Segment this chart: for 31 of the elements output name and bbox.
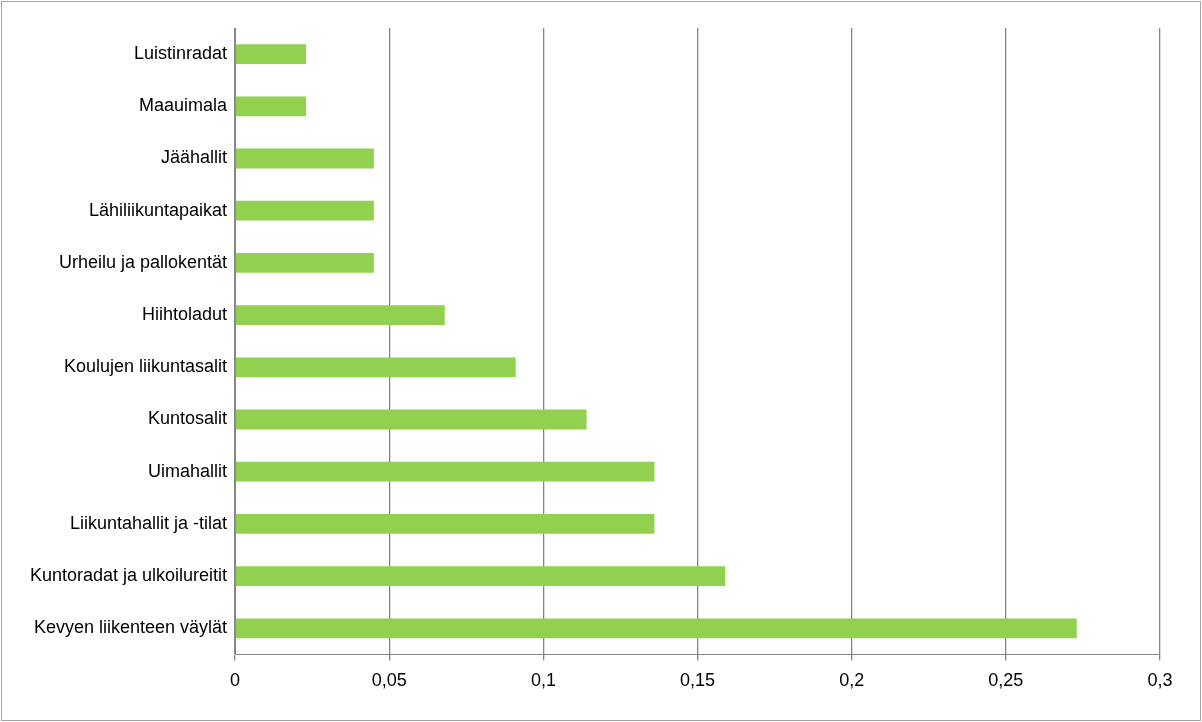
bar xyxy=(235,357,516,378)
x-tick-label: 0 xyxy=(230,670,241,691)
x-tick-label: 0,25 xyxy=(988,670,1024,691)
bar xyxy=(235,148,374,169)
y-tick-label: Kevyen liikenteen väylät xyxy=(33,617,228,638)
bar xyxy=(235,409,587,430)
bar xyxy=(235,566,726,587)
y-tick-label: Hiihtoladut xyxy=(142,304,228,325)
y-tick-label: Kuntosalit xyxy=(148,408,228,429)
x-tick-label: 0,15 xyxy=(680,670,716,691)
bar xyxy=(235,461,655,482)
x-tick-label: 0,2 xyxy=(839,670,865,691)
bar xyxy=(235,305,445,326)
y-tick-label: Uimahallit xyxy=(148,460,228,481)
y-tick-label: Lähiliikuntapaikat xyxy=(89,199,228,220)
y-tick-label: Urheilu ja pallokentät xyxy=(59,251,228,272)
bar xyxy=(235,96,307,117)
bar xyxy=(235,618,1077,639)
bar xyxy=(235,252,374,273)
x-tick-label: 0,1 xyxy=(530,670,556,691)
x-tick-label: 0,05 xyxy=(371,670,407,691)
y-tick-label: Luistinradat xyxy=(134,43,228,64)
bar xyxy=(235,44,307,65)
bar xyxy=(235,513,655,534)
y-tick-label: Koulujen liikuntasalit xyxy=(64,356,228,377)
x-tick-label: 0,3 xyxy=(1147,670,1173,691)
y-tick-label: Maauimala xyxy=(139,95,229,116)
bar xyxy=(235,200,374,221)
y-tick-label: Liikuntahallit ja -tilat xyxy=(70,512,228,533)
y-tick-label: Jäähallit xyxy=(161,147,228,168)
y-tick-label: Kuntoradat ja ulkoilureitit xyxy=(29,565,228,586)
